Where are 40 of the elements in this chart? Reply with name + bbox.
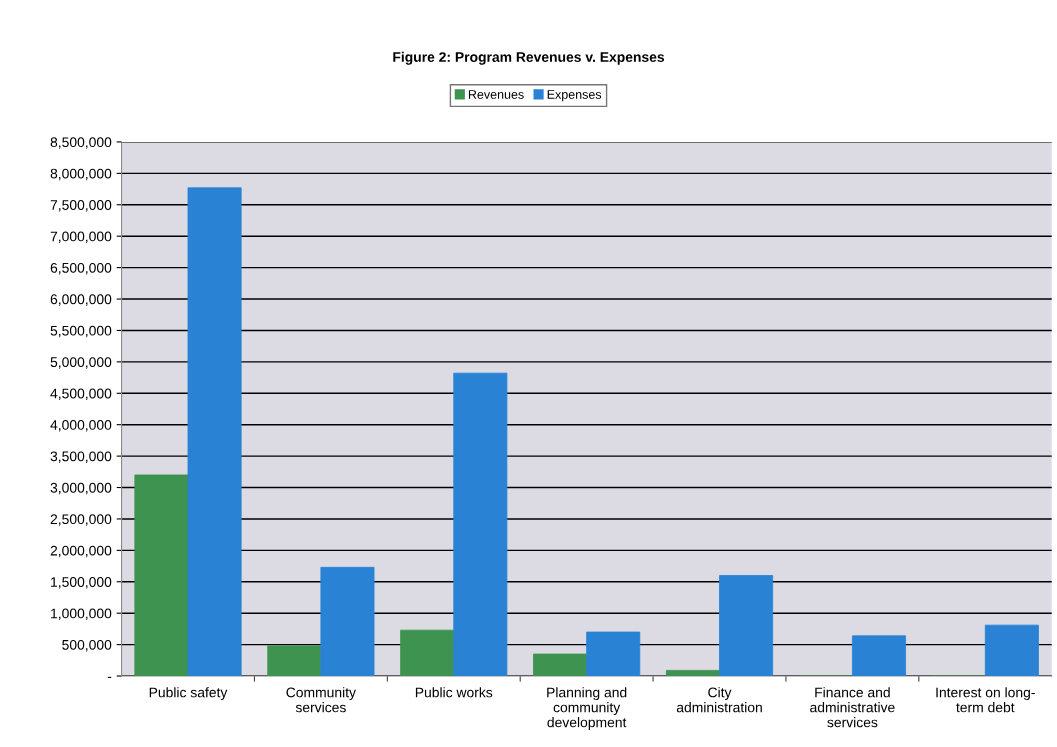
- legend-label: Expenses: [547, 90, 602, 102]
- y-tick-label: 5,000,000: [50, 357, 112, 369]
- bar: [984, 624, 1039, 677]
- bar: [267, 645, 322, 677]
- y-tick-label: 8,500,000: [50, 137, 112, 149]
- legend-label: Revenues: [468, 90, 524, 99]
- bar: [586, 631, 641, 677]
- bar: [400, 629, 455, 677]
- y-tick-label: 1,000,000: [51, 608, 112, 621]
- x-tick-label: City administration: [676, 687, 762, 713]
- bar: [665, 669, 720, 677]
- x-tick-label: Community services: [286, 687, 356, 713]
- bar: [453, 372, 508, 677]
- y-tick-label: 500,000: [62, 639, 112, 652]
- y-tick-label: 8,000,000: [50, 168, 112, 181]
- x-tick-label: Interest on long- term debt: [936, 687, 1035, 713]
- y-tick-label: 5,500,000: [50, 325, 112, 338]
- y-tick-label: -: [107, 676, 112, 678]
- y-tick-label: 2,500,000: [50, 514, 112, 526]
- bar: [851, 635, 906, 677]
- bar: [533, 653, 588, 677]
- chart-title: Figure 2: Program Revenues v. Expenses: [393, 51, 665, 65]
- y-tick-label: 4,500,000: [50, 388, 112, 401]
- bar: [134, 474, 189, 677]
- bar: [187, 187, 242, 677]
- y-tick-label: 3,500,000: [50, 451, 112, 463]
- bar: [320, 566, 375, 677]
- y-tick-label: 7,000,000: [50, 231, 112, 243]
- y-tick-label: 1,500,000: [51, 577, 112, 589]
- y-tick-label: 2,000,000: [50, 545, 112, 558]
- x-tick-label: Finance and administrative services: [810, 687, 895, 728]
- x-tick-label: Public safety: [149, 687, 228, 701]
- y-tick-label: 6,000,000: [50, 294, 112, 306]
- y-tick-label: 3,000,000: [50, 482, 112, 495]
- y-tick-label: 6,500,000: [50, 262, 112, 275]
- x-tick-label: Planning and community development: [547, 687, 627, 731]
- bar: [719, 575, 774, 677]
- y-tick-label: 7,500,000: [50, 200, 112, 212]
- x-tick-label: Public works: [415, 687, 493, 698]
- y-tick-label: 4,000,000: [50, 420, 112, 432]
